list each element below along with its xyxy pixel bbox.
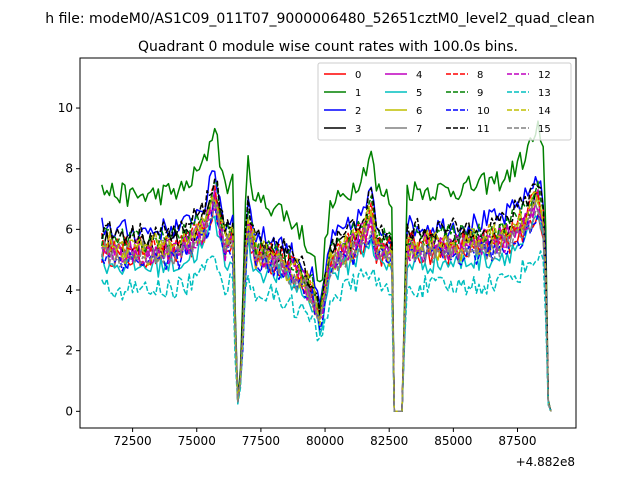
y-tick-label: 0 [65,404,73,418]
y-tick-label: 10 [58,101,73,115]
series-line-13 [101,250,552,413]
series-line-15 [101,201,552,413]
legend-label-13: 13 [538,88,551,99]
legend-label-8: 8 [477,70,483,81]
legend-label-0: 0 [355,70,361,81]
x-offset-label: +4.882e8 [516,455,575,469]
y-tick-label: 8 [65,162,73,176]
legend-label-7: 7 [416,124,422,135]
chart-suptitle: h file: modeM0/AS1C09_011T07_9000006480_… [45,11,594,27]
legend-box [317,62,572,141]
y-tick-label: 4 [65,283,73,297]
y-tick-label: 2 [65,344,73,358]
legend-label-9: 9 [477,88,483,99]
plot-frame [79,57,577,429]
x-tick-label: 75000 [178,434,216,448]
series-line-14 [101,191,552,413]
x-tick-label: 87500 [498,434,536,448]
legend-label-12: 12 [538,70,551,81]
legend-label-4: 4 [416,70,422,81]
legend-label-3: 3 [355,124,361,135]
legend-label-6: 6 [416,106,422,117]
series-layer [101,120,552,413]
series-line-2 [101,170,552,413]
x-tick-label: 80000 [306,434,344,448]
series-line-3 [101,191,552,413]
axes-layer: 72500 75000 77500 80000 82500 85000 87500 0 2 4 6 8… [58,101,537,448]
legend-label-14: 14 [538,106,551,117]
y-tick-label: 6 [65,222,73,236]
x-tick-label: 85000 [434,434,472,448]
series-line-9 [101,179,552,413]
legend-label-15: 15 [538,124,551,135]
legend-label-5: 5 [416,88,422,99]
x-tick-label: 72500 [114,434,152,448]
x-tick-label: 77500 [242,434,280,448]
legend-label-1: 1 [355,88,361,99]
legend-label-10: 10 [477,106,490,117]
series-line-1 [101,120,552,413]
series-line-11 [101,178,552,413]
series-line-7 [101,194,552,413]
chart-title: Quadrant 0 module wise count rates with … [138,39,518,55]
legend-label-11: 11 [477,124,490,135]
series-line-0 [101,194,552,413]
x-tick-label: 82500 [370,434,408,448]
legend-label-2: 2 [355,106,361,117]
